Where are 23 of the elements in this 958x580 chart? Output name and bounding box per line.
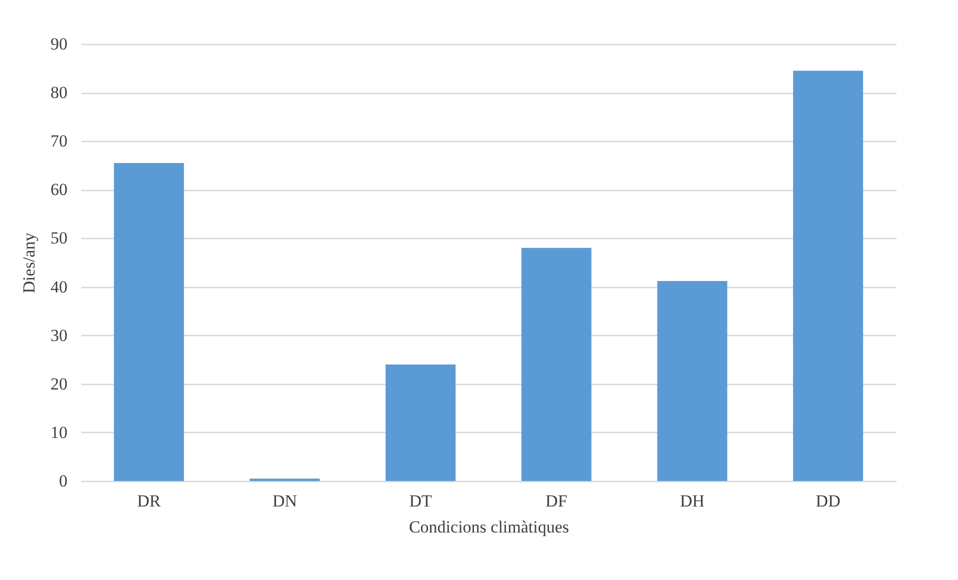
y-tick-label: 60: [50, 180, 68, 200]
y-tick-label: 30: [50, 326, 68, 345]
x-tick-label: DF: [546, 492, 568, 510]
bar: [657, 280, 728, 481]
x-tick-label: DN: [272, 492, 298, 510]
y-tick-label: 50: [50, 228, 68, 248]
y-tick-label: 20: [50, 374, 68, 394]
x-tick-label: DT: [409, 492, 433, 510]
y-tick-label: 40: [50, 277, 68, 296]
y-tick-label: 70: [50, 132, 68, 151]
bar: [521, 248, 592, 481]
x-tick-label: DR: [137, 492, 162, 510]
y-tick-label: 90: [50, 34, 68, 54]
bar: [114, 162, 184, 481]
y-tick-label: 10: [50, 422, 68, 442]
x-axis-title: Condicions climàtiques: [408, 518, 570, 536]
x-tick-label: DD: [816, 492, 840, 510]
bar: [793, 70, 864, 481]
y-axis-title: Dies/any: [20, 232, 38, 294]
x-tick-label: DH: [680, 492, 705, 510]
y-tick-label: 80: [50, 83, 68, 102]
bar: [386, 364, 456, 481]
y-tick-label: 0: [59, 472, 68, 490]
